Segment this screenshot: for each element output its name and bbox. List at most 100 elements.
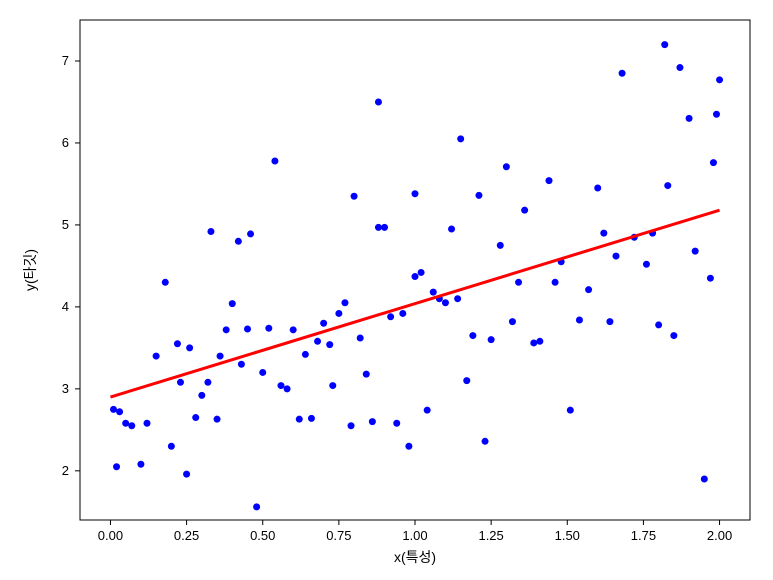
data-point <box>469 332 476 339</box>
data-point <box>183 471 190 478</box>
x-tick-label: 1.50 <box>555 528 580 543</box>
data-point <box>600 230 607 237</box>
data-point <box>177 379 184 386</box>
data-point <box>235 238 242 245</box>
data-point <box>357 335 364 342</box>
x-tick-label: 1.75 <box>631 528 656 543</box>
data-point <box>259 369 266 376</box>
data-point <box>375 224 382 231</box>
data-point <box>168 443 175 450</box>
data-point <box>661 41 668 48</box>
y-tick-label: 4 <box>62 299 69 314</box>
scatter-chart: 0.00 0.25 0.50 0.75 1.00 1.25 1.50 1.75 2.00 2 3 4 5… <box>0 0 773 580</box>
x-tick-label: 0.75 <box>326 528 351 543</box>
x-tick-label: 0.00 <box>98 528 123 543</box>
x-tick-label: 1.25 <box>478 528 503 543</box>
data-point <box>552 279 559 286</box>
data-point <box>482 438 489 445</box>
data-point <box>692 248 699 255</box>
data-point <box>424 407 431 414</box>
data-point <box>606 318 613 325</box>
chart-svg: 0.00 0.25 0.50 0.75 1.00 1.25 1.50 1.75 2.00 2 3 4 5… <box>0 0 773 580</box>
data-point <box>405 443 412 450</box>
data-point <box>162 279 169 286</box>
data-point <box>686 115 693 122</box>
data-point <box>707 275 714 282</box>
data-point <box>619 70 626 77</box>
y-axis-label: y(타깃) <box>22 249 38 291</box>
data-point <box>576 317 583 324</box>
data-point <box>302 351 309 358</box>
data-point <box>655 321 662 328</box>
data-point <box>701 476 708 483</box>
data-point <box>643 261 650 268</box>
x-tick-label: 0.25 <box>174 528 199 543</box>
data-point <box>387 313 394 320</box>
data-point <box>585 286 592 293</box>
data-point <box>418 269 425 276</box>
data-point <box>223 326 230 333</box>
data-point <box>497 242 504 249</box>
data-point <box>536 338 543 345</box>
x-tick-label: 2.00 <box>707 528 732 543</box>
data-point <box>475 192 482 199</box>
data-point <box>710 159 717 166</box>
data-point <box>296 416 303 423</box>
data-point <box>670 332 677 339</box>
y-tick-label: 2 <box>62 463 69 478</box>
data-point <box>412 273 419 280</box>
data-point <box>351 193 358 200</box>
data-point <box>198 392 205 399</box>
data-point <box>229 300 236 307</box>
plot-border <box>80 20 750 520</box>
data-point <box>335 310 342 317</box>
x-axis-label: x(특성) <box>394 549 436 565</box>
data-point <box>284 385 291 392</box>
data-point <box>567 407 574 414</box>
data-point <box>412 190 419 197</box>
y-tick-label: 3 <box>62 381 69 396</box>
data-point <box>664 182 671 189</box>
data-point <box>238 361 245 368</box>
data-point <box>265 325 272 332</box>
data-point <box>247 230 254 237</box>
data-point <box>122 420 129 427</box>
data-point <box>594 185 601 192</box>
data-point <box>613 253 620 260</box>
data-point <box>430 289 437 296</box>
data-point <box>329 382 336 389</box>
data-point <box>515 279 522 286</box>
data-point <box>128 422 135 429</box>
data-point <box>314 338 321 345</box>
data-point <box>137 461 144 468</box>
data-point <box>399 310 406 317</box>
regression-line <box>110 210 719 397</box>
data-point <box>442 299 449 306</box>
data-point <box>716 76 723 83</box>
y-tick-label: 5 <box>62 217 69 232</box>
data-point <box>713 111 720 118</box>
data-point <box>153 353 160 360</box>
data-point <box>521 207 528 214</box>
data-point <box>509 318 516 325</box>
data-point <box>144 420 151 427</box>
data-point <box>186 344 193 351</box>
data-point <box>113 463 120 470</box>
data-point <box>381 224 388 231</box>
data-point <box>363 371 370 378</box>
data-point <box>290 326 297 333</box>
data-point <box>448 226 455 233</box>
data-point <box>463 377 470 384</box>
data-point <box>454 295 461 302</box>
data-point <box>488 336 495 343</box>
data-point <box>393 420 400 427</box>
data-point <box>308 415 315 422</box>
data-point <box>278 382 285 389</box>
data-point <box>375 98 382 105</box>
data-point <box>192 414 199 421</box>
data-point <box>530 339 537 346</box>
x-tick-label: 1.00 <box>402 528 427 543</box>
data-point <box>207 228 214 235</box>
x-tick-label: 0.50 <box>250 528 275 543</box>
data-point <box>369 418 376 425</box>
